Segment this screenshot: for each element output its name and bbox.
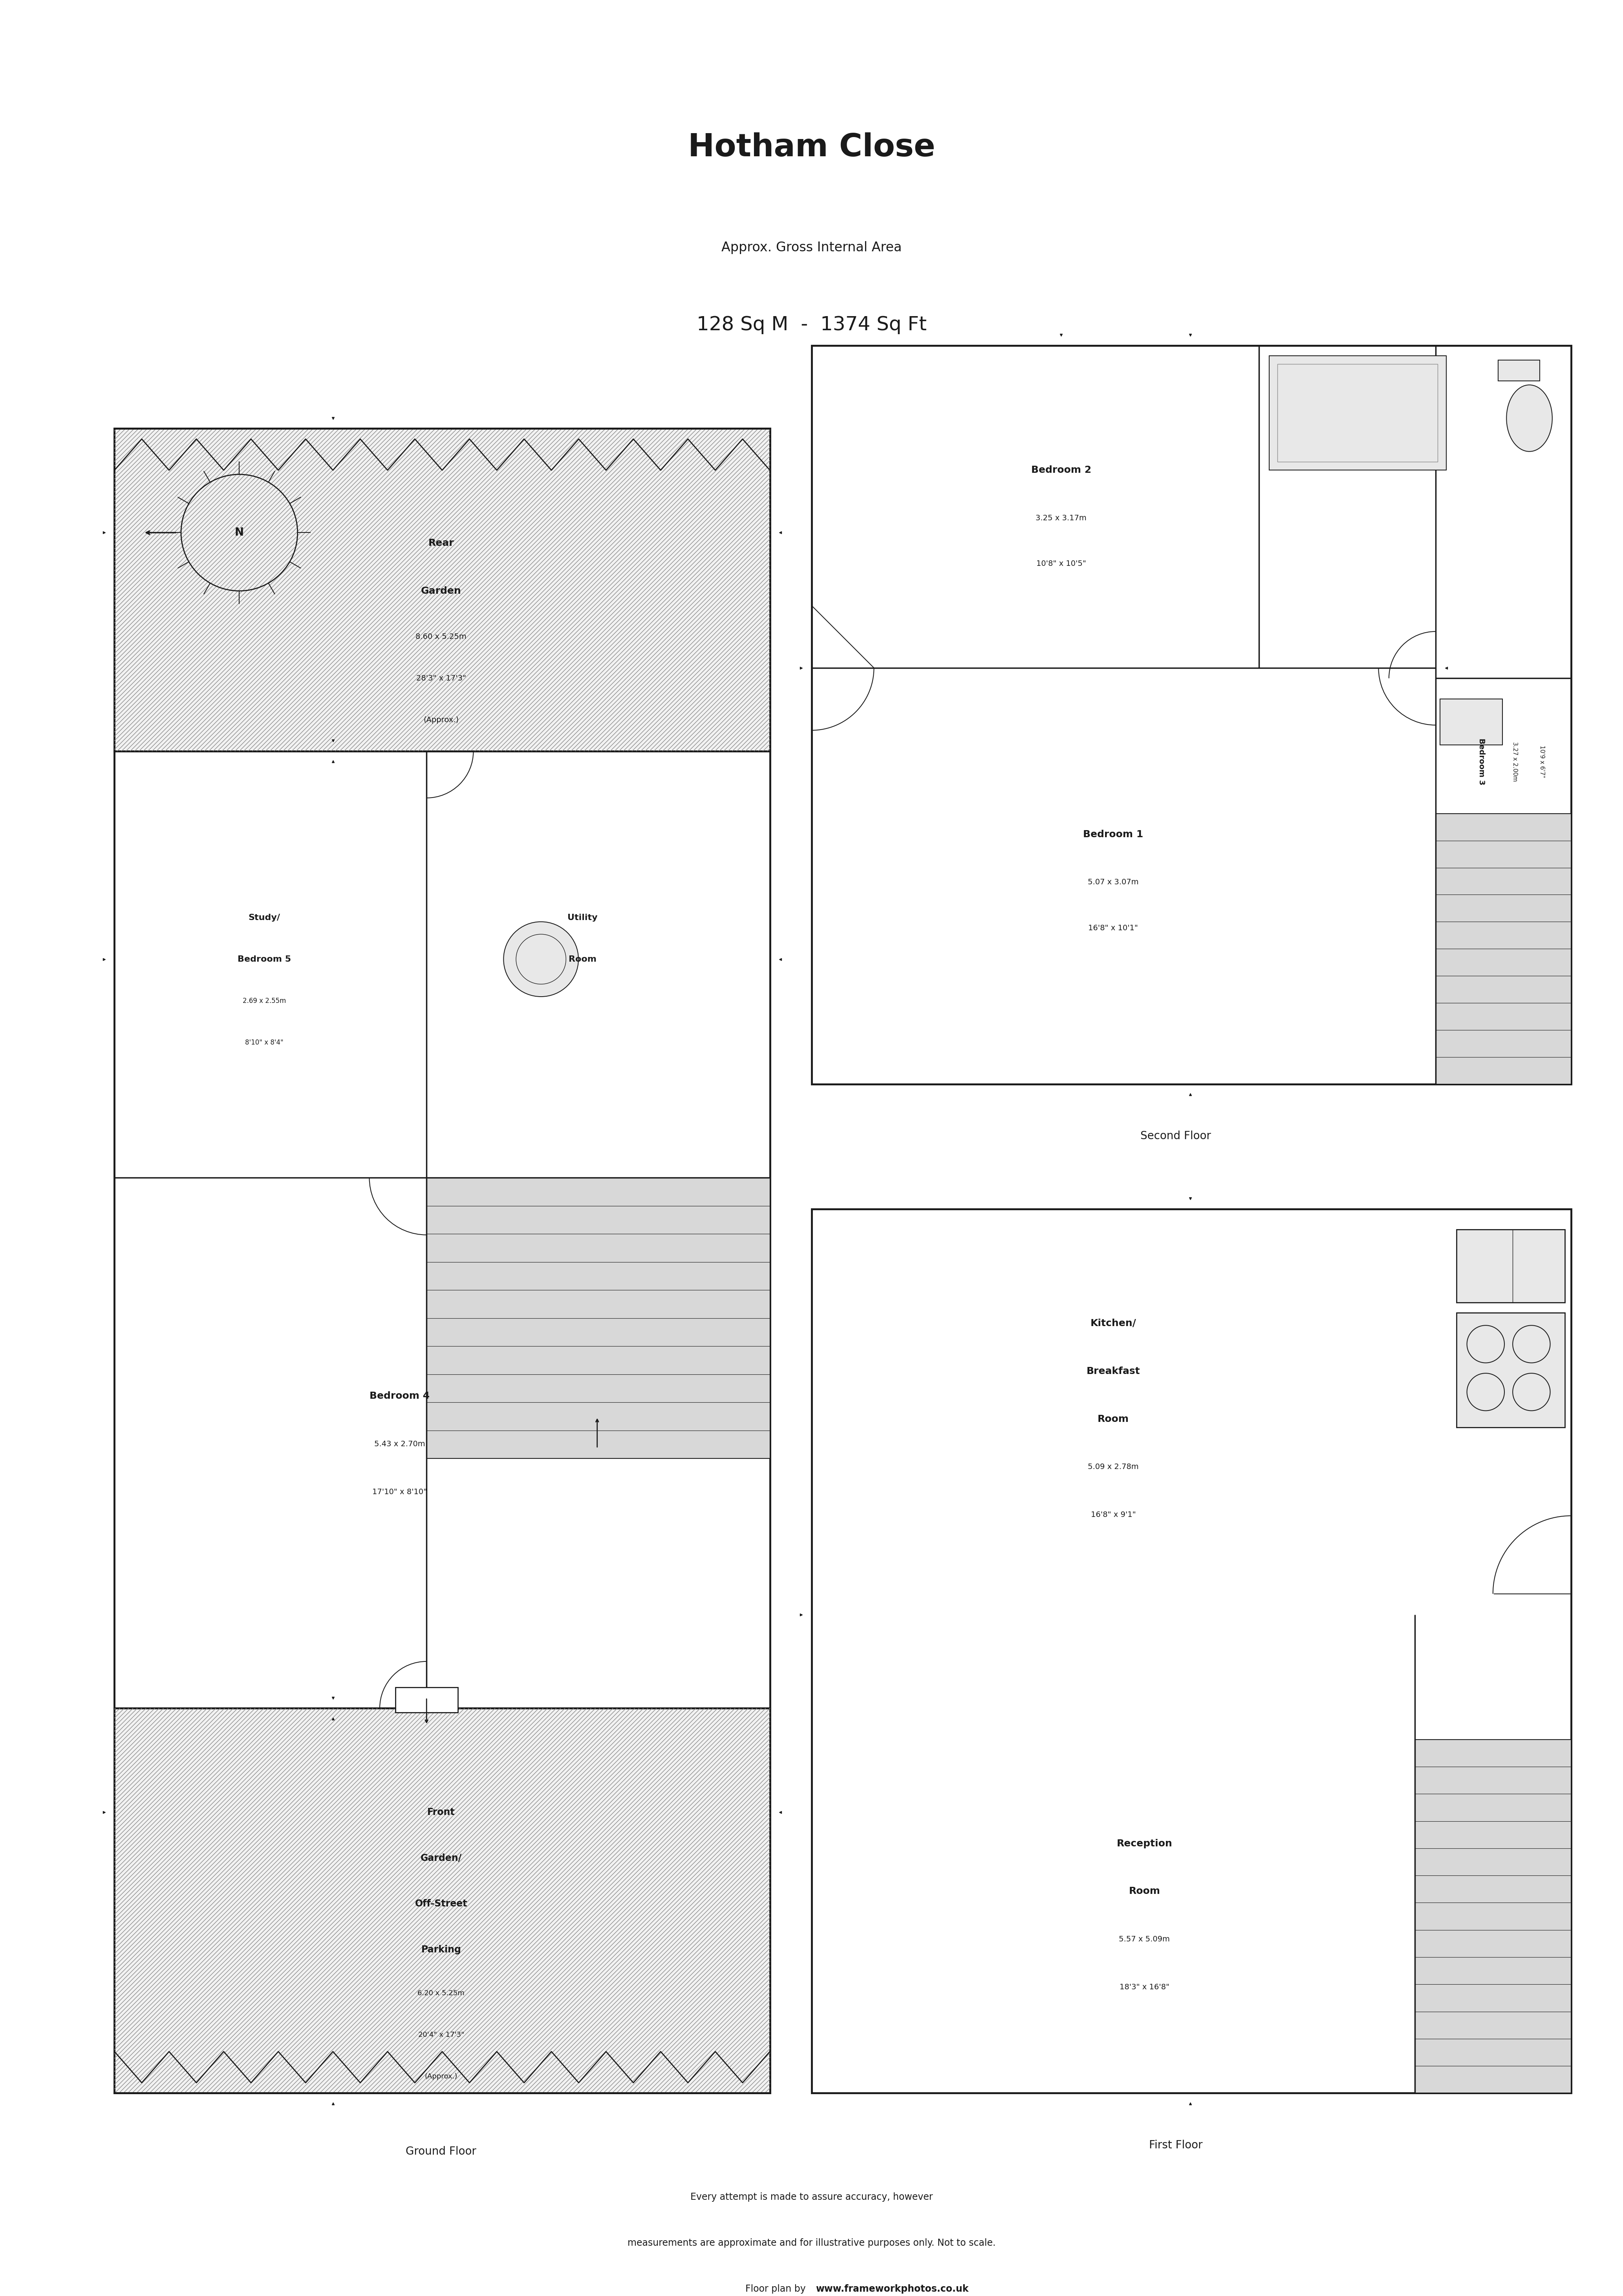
Text: Front: Front xyxy=(427,1807,454,1816)
Text: 5.43 x 2.70m: 5.43 x 2.70m xyxy=(373,1440,425,1449)
Text: Hotham Close: Hotham Close xyxy=(688,133,935,163)
Bar xyxy=(427,1178,769,1458)
Ellipse shape xyxy=(1506,386,1552,452)
Text: measurements are approximate and for illustrative purposes only. Not to scale.: measurements are approximate and for ill… xyxy=(628,2239,995,2248)
Bar xyxy=(115,429,769,751)
Text: Bedroom 4: Bedroom 4 xyxy=(370,1391,430,1401)
Text: 18'3" x 16'8": 18'3" x 16'8" xyxy=(1120,1984,1169,1991)
Text: 5.07 x 3.07m: 5.07 x 3.07m xyxy=(1087,879,1139,886)
Bar xyxy=(115,751,769,1708)
Bar xyxy=(812,344,1571,1084)
Text: 8'10" x 8'4": 8'10" x 8'4" xyxy=(245,1038,284,1047)
Bar xyxy=(1498,360,1540,381)
Text: Every attempt is made to assure accuracy, however: Every attempt is made to assure accuracy… xyxy=(690,2193,933,2202)
Text: (Approx.): (Approx.) xyxy=(425,2073,458,2080)
Bar xyxy=(1277,365,1438,461)
Bar xyxy=(1436,813,1571,1084)
Text: Room: Room xyxy=(1128,1887,1160,1896)
Text: Garden/: Garden/ xyxy=(420,1853,463,1862)
Bar xyxy=(115,429,769,751)
Bar xyxy=(115,1708,769,2094)
Bar xyxy=(396,1688,458,1713)
Text: 20'4" x 17'3": 20'4" x 17'3" xyxy=(419,2032,464,2039)
Text: www.frameworkphotos.co.uk: www.frameworkphotos.co.uk xyxy=(816,2285,969,2294)
Text: Off-Street: Off-Street xyxy=(415,1899,467,1908)
Text: 128 Sq M  -  1374 Sq Ft: 128 Sq M - 1374 Sq Ft xyxy=(696,315,927,333)
Text: Second Floor: Second Floor xyxy=(1141,1130,1211,1141)
Text: Bedroom 3: Bedroom 3 xyxy=(1479,737,1485,785)
Text: Parking: Parking xyxy=(420,1945,461,1954)
Text: 16'8" x 10'1": 16'8" x 10'1" xyxy=(1089,925,1138,932)
Bar xyxy=(1415,1740,1571,2094)
Text: Approx. Gross Internal Area: Approx. Gross Internal Area xyxy=(721,241,902,255)
Text: (Approx.): (Approx.) xyxy=(424,716,459,723)
Text: 8.60 x 5.25m: 8.60 x 5.25m xyxy=(415,634,466,641)
Text: 17'10" x 8'10": 17'10" x 8'10" xyxy=(372,1488,427,1495)
Text: 2.69 x 2.55m: 2.69 x 2.55m xyxy=(242,996,286,1003)
Text: Utility: Utility xyxy=(568,914,597,921)
Text: Floor plan by: Floor plan by xyxy=(745,2285,812,2294)
Text: 6.20 x 5.25m: 6.20 x 5.25m xyxy=(417,1991,464,1998)
Text: Room: Room xyxy=(568,955,597,962)
Text: Ground Floor: Ground Floor xyxy=(406,2147,477,2156)
Text: 28'3" x 17'3": 28'3" x 17'3" xyxy=(415,675,466,682)
Text: 5.09 x 2.78m: 5.09 x 2.78m xyxy=(1087,1463,1139,1472)
Text: 16'8" x 9'1": 16'8" x 9'1" xyxy=(1091,1511,1136,1518)
Text: Room: Room xyxy=(1097,1414,1130,1424)
Text: 3.27 x 2.00m: 3.27 x 2.00m xyxy=(1513,742,1518,781)
Text: Reception: Reception xyxy=(1117,1839,1172,1848)
Bar xyxy=(1440,698,1503,744)
Text: 10'8" x 10'5": 10'8" x 10'5" xyxy=(1035,560,1086,567)
Bar xyxy=(1456,1313,1565,1428)
Circle shape xyxy=(503,921,578,996)
Text: Rear: Rear xyxy=(428,537,454,549)
Bar xyxy=(1456,1231,1565,1302)
Bar xyxy=(115,1708,769,2094)
Bar xyxy=(812,1210,1571,2094)
Text: 3.25 x 3.17m: 3.25 x 3.17m xyxy=(1035,514,1087,521)
Text: Bedroom 2: Bedroom 2 xyxy=(1031,466,1091,475)
Text: N: N xyxy=(235,528,243,537)
Text: 10'9 x 6'7": 10'9 x 6'7" xyxy=(1539,746,1545,778)
Text: Bedroom 5: Bedroom 5 xyxy=(237,955,291,962)
Bar xyxy=(1269,356,1446,471)
Text: Study/: Study/ xyxy=(248,914,281,921)
Text: Kitchen/: Kitchen/ xyxy=(1091,1318,1136,1327)
Text: 5.57 x 5.09m: 5.57 x 5.09m xyxy=(1118,1936,1170,1942)
Text: Breakfast: Breakfast xyxy=(1086,1366,1139,1375)
Text: First Floor: First Floor xyxy=(1149,2140,1203,2151)
Text: Garden: Garden xyxy=(420,585,461,595)
Text: Bedroom 1: Bedroom 1 xyxy=(1083,829,1143,838)
